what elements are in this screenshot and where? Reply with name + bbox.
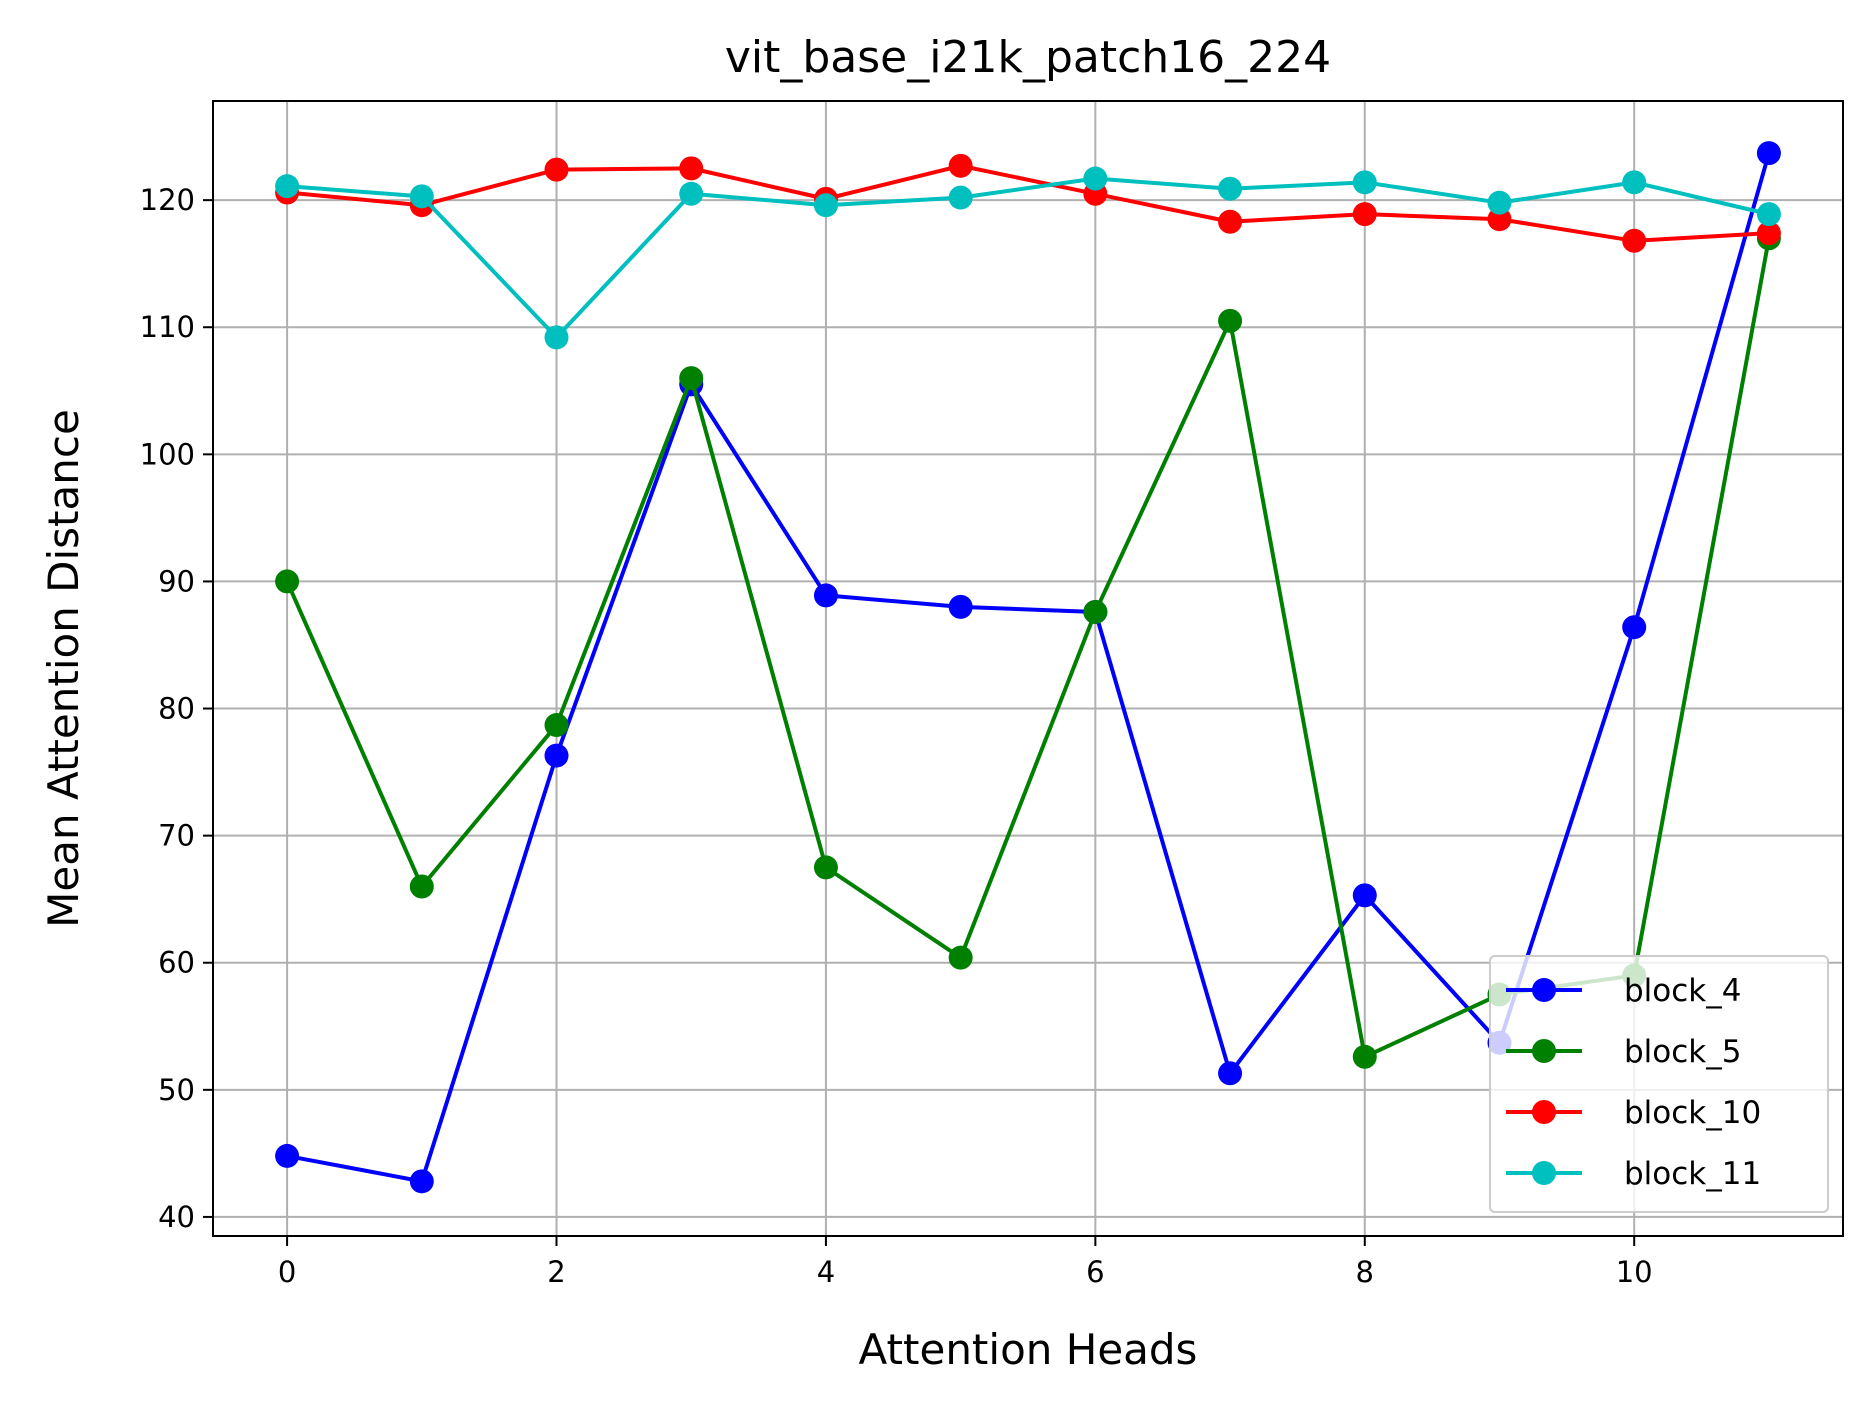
data-point-block-4: [813, 583, 838, 608]
data-point-block-10: [948, 153, 973, 178]
data-point-block-4: [409, 1169, 434, 1194]
data-point-block-5: [275, 569, 300, 594]
x-tick-label: 0: [278, 1255, 296, 1289]
series-line-block-10: [286, 163, 1770, 243]
data-point-block-10: [1352, 202, 1377, 227]
data-point-block-10: [1756, 221, 1781, 246]
legend-item-block-11: block_11: [1506, 1156, 1761, 1192]
data-point-block-4: [544, 743, 569, 768]
data-point-block-10: [1218, 209, 1243, 234]
y-tick-label: 100: [140, 437, 195, 471]
series-block-11: [275, 166, 1781, 350]
data-point-block-4: [948, 594, 973, 619]
legend-label: block_4: [1624, 973, 1741, 1009]
series-line-block-11: [286, 176, 1770, 340]
data-point-block-11: [1218, 176, 1243, 201]
x-tick-label: 8: [1356, 1255, 1374, 1289]
data-point-block-5: [544, 713, 569, 738]
legend-box: [1489, 955, 1829, 1213]
data-point-block-5: [409, 874, 434, 899]
y-tick-label: 60: [158, 946, 195, 980]
data-point-block-11: [1083, 166, 1108, 191]
data-point-block-11: [544, 325, 569, 350]
legend-item-block-5: block_5: [1506, 1034, 1741, 1070]
data-point-block-5: [679, 366, 704, 391]
y-tick-label: 80: [158, 692, 195, 726]
plot-frame: [212, 100, 1844, 1237]
axis-ticks: 0 2 4 6 8 10 40 50 60 70 80 90 100 110 120: [140, 183, 1653, 1289]
legend-marker: [1532, 1039, 1556, 1063]
data-point-block-11: [1352, 170, 1377, 195]
legend: block_4 block_5 block_10 block_11: [1489, 955, 1829, 1213]
x-tick-label: 2: [547, 1255, 565, 1289]
legend-marker: [1532, 1100, 1556, 1124]
data-point-block-11: [409, 184, 434, 209]
data-point-block-11: [813, 193, 838, 218]
data-point-block-4: [275, 1143, 300, 1168]
y-tick-label: 90: [158, 564, 195, 598]
y-tick-label: 110: [140, 310, 195, 344]
legend-label: block_11: [1624, 1156, 1761, 1192]
data-point-block-11: [1756, 202, 1781, 227]
data-point-block-4: [1352, 883, 1377, 908]
y-tick-label: 120: [140, 183, 195, 217]
grid: [213, 101, 1843, 1236]
x-axis-label: Attention Heads: [859, 1325, 1198, 1374]
data-point-block-5: [948, 945, 973, 970]
legend-marker: [1532, 1161, 1556, 1185]
y-tick-label: 50: [158, 1073, 195, 1107]
x-tick-label: 4: [817, 1255, 835, 1289]
data-point-block-10: [1622, 228, 1647, 253]
x-tick-label: 6: [1086, 1255, 1104, 1289]
data-point-block-10: [679, 156, 704, 181]
x-tick-label: 10: [1616, 1255, 1653, 1289]
y-tick-label: 70: [158, 819, 195, 853]
data-point-block-5: [1083, 599, 1108, 624]
data-point-block-5: [1352, 1044, 1377, 1069]
data-point-block-10: [544, 157, 569, 182]
series-layer: [275, 141, 1781, 1194]
data-point-block-10: [1487, 207, 1512, 232]
data-point-block-5: [1218, 308, 1243, 333]
data-point-block-4: [1622, 615, 1647, 640]
legend-marker: [1532, 978, 1556, 1002]
y-tick-label: 40: [158, 1200, 195, 1234]
legend-label: block_5: [1624, 1034, 1741, 1070]
data-point-block-4: [1218, 1061, 1243, 1086]
data-point-block-4: [1756, 141, 1781, 166]
data-point-block-5: [813, 855, 838, 880]
legend-item-block-4: block_4: [1506, 973, 1741, 1009]
y-axis-label: Mean Attention Distance: [39, 409, 88, 928]
legend-label: block_10: [1624, 1095, 1761, 1131]
data-point-block-11: [948, 185, 973, 210]
data-point-block-11: [1622, 170, 1647, 195]
chart-title: vit_base_i21k_patch16_224: [725, 32, 1331, 83]
data-point-block-11: [1487, 190, 1512, 215]
data-point-block-11: [679, 181, 704, 206]
data-point-block-11: [275, 174, 300, 199]
legend-item-block-10: block_10: [1506, 1095, 1761, 1131]
